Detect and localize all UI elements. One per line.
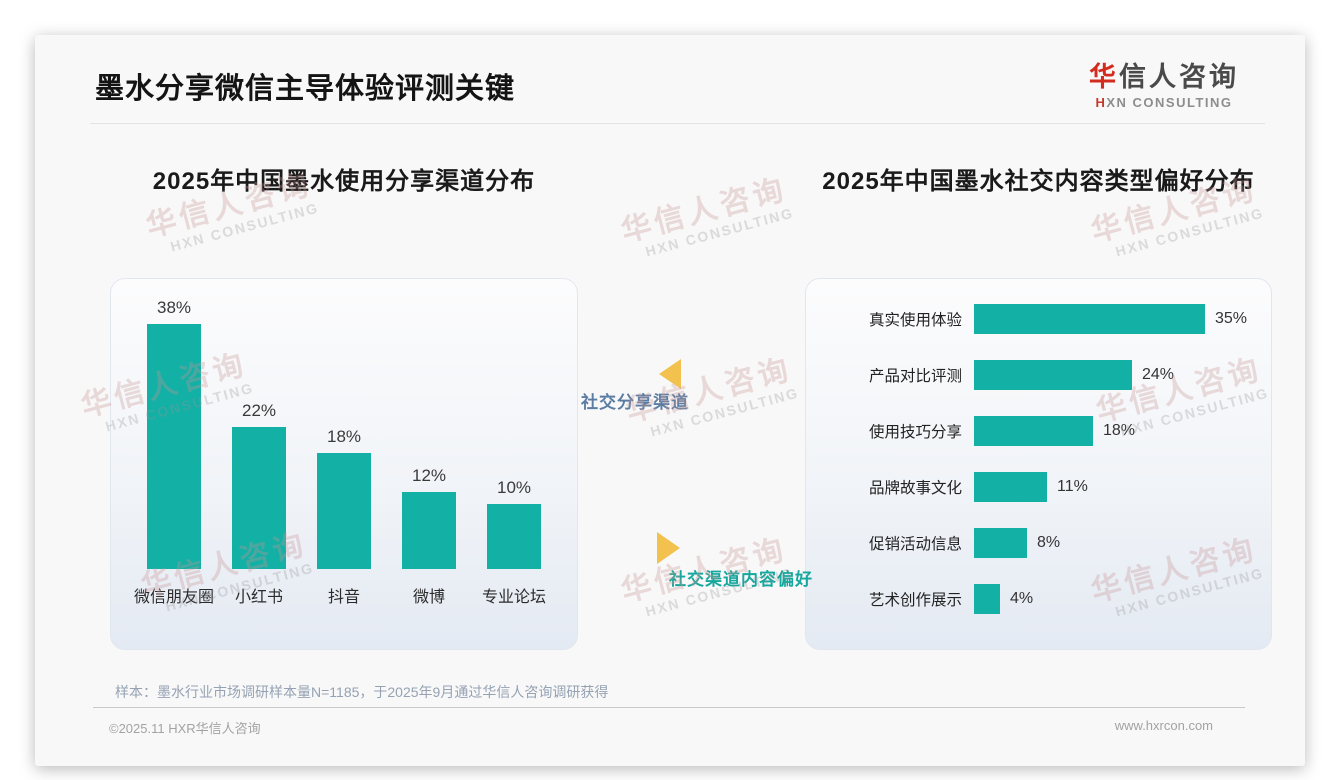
bar-category-label: 促销活动信息	[868, 536, 962, 553]
right-chart-title: 2025年中国墨水社交内容类型偏好分布	[822, 168, 1255, 195]
bar-value-label: 10%	[496, 478, 532, 497]
bar	[317, 453, 371, 569]
copyright-text: ©2025.11 HXR华信人咨询	[109, 721, 261, 736]
bar-value-label: 12%	[411, 466, 447, 485]
watermark-en: HXN CONSULTING	[1113, 204, 1266, 260]
left-chart-panel: 38% 微信朋友圈 22% 小红书 18% 抖音 12% 微博 10% 专业论坛	[110, 278, 578, 650]
bar-value-label: 18%	[326, 427, 362, 446]
watermark-en: HXN CONSULTING	[168, 199, 321, 255]
right-chart-panel: 真实使用体验 35% 产品对比评测 24% 使用技巧分享 18% 品牌故事文化 11% 促销活动…	[805, 278, 1272, 650]
website-text: www.hxrcon.com	[1114, 718, 1213, 733]
bar-category-label: 使用技巧分享	[868, 424, 962, 441]
footer-divider	[93, 707, 1245, 708]
bar	[974, 472, 1047, 502]
bar-value-label: 24%	[1142, 366, 1175, 383]
bar	[974, 528, 1027, 558]
connector-label-channels: 社交分享渠道	[581, 393, 689, 412]
vbar-group: 22% 小红书	[218, 293, 300, 609]
logo-sub-accent-char: H	[1095, 95, 1107, 110]
bar	[402, 492, 456, 569]
hbar-row: 使用技巧分享 18%	[806, 416, 1271, 446]
vbar-group: 10% 专业论坛	[473, 293, 555, 609]
logo-wordmark: 华信人咨询	[1089, 55, 1239, 94]
bar-value-label: 35%	[1215, 310, 1248, 327]
bar-value-label: 18%	[1103, 422, 1136, 439]
bar-category-label: 艺术创作展示	[868, 592, 962, 609]
connector-label-preference: 社交渠道内容偏好	[669, 570, 813, 589]
hbar-row: 真实使用体验 35%	[806, 304, 1271, 334]
bar-category-label: 微博	[412, 589, 445, 606]
bar-category-label: 品牌故事文化	[868, 480, 962, 497]
logo-accent-char: 华	[1089, 62, 1119, 92]
watermark: 华信人咨询 HXN CONSULTING	[615, 164, 796, 264]
bar-category-label: 真实使用体验	[868, 312, 962, 329]
sample-note: 样本：墨水行业市场调研样本量N=1185，于2025年9月通过华信人咨询调研获得	[115, 684, 609, 700]
bar	[232, 427, 286, 569]
logo-rest-chars: 信人咨询	[1119, 62, 1239, 92]
hbar-row: 品牌故事文化 11%	[806, 472, 1271, 502]
arrow-left-icon	[659, 359, 681, 389]
left-chart-title: 2025年中国墨水使用分享渠道分布	[152, 168, 536, 195]
bar-category-label: 产品对比评测	[868, 368, 962, 385]
logo-sub-rest: XN CONSULTING	[1106, 95, 1233, 110]
slide-card: 墨水分享微信主导体验评测关键 华信人咨询 HXN CONSULTING 2025…	[35, 35, 1305, 766]
bar	[974, 416, 1093, 446]
hbar-row: 产品对比评测 24%	[806, 360, 1271, 390]
watermark-cn: 华信人咨询	[617, 172, 791, 249]
right-chart-rows: 真实使用体验 35% 产品对比评测 24% 使用技巧分享 18% 品牌故事文化 11% 促销活动…	[806, 304, 1271, 640]
bar	[487, 504, 541, 569]
watermark-en: HXN CONSULTING	[643, 204, 796, 260]
bar-category-label: 抖音	[327, 589, 360, 606]
header-divider	[90, 123, 1265, 124]
arrow-right-icon	[657, 532, 680, 564]
hbar-row: 促销活动信息 8%	[806, 528, 1271, 558]
vbar-group: 38% 微信朋友圈	[133, 293, 215, 609]
bar-category-label: 微信朋友圈	[133, 589, 214, 606]
company-logo: 华信人咨询 HXN CONSULTING	[1089, 55, 1239, 110]
bar	[974, 584, 1000, 614]
bar-value-label: 4%	[1010, 590, 1034, 607]
bar-value-label: 22%	[241, 401, 277, 420]
vbar-group: 18% 抖音	[303, 293, 385, 609]
page-title: 墨水分享微信主导体验评测关键	[95, 73, 516, 105]
vbar-group: 12% 微博	[388, 293, 470, 609]
bar-value-label: 38%	[156, 298, 192, 317]
bar-category-label: 专业论坛	[481, 589, 546, 606]
left-chart-bars: 38% 微信朋友圈 22% 小红书 18% 抖音 12% 微博 10% 专业论坛	[133, 293, 555, 609]
bar	[974, 360, 1132, 390]
bar-category-label: 小红书	[234, 589, 283, 606]
bar	[974, 304, 1205, 334]
bar	[147, 324, 201, 569]
bar-value-label: 8%	[1037, 534, 1061, 551]
logo-subtitle: HXN CONSULTING	[1089, 95, 1239, 110]
bar-value-label: 11%	[1057, 478, 1088, 495]
hbar-row: 艺术创作展示 4%	[806, 584, 1271, 614]
